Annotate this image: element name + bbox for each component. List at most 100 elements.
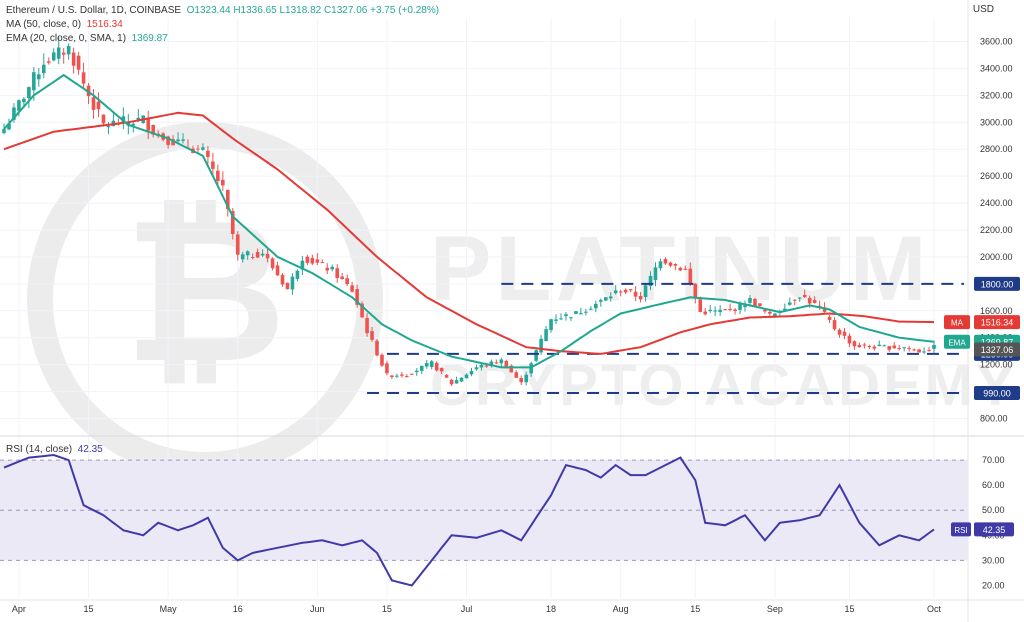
ma-legend-value: 1516.34 [86, 19, 123, 30]
price-tick-label: 3400.00 [980, 63, 1013, 73]
candle-body [395, 375, 399, 377]
candle-body [822, 307, 827, 312]
candle-body [375, 340, 379, 356]
candle-body [658, 261, 663, 269]
time-tick-label: Sep [767, 604, 783, 614]
time-tick-label: 15 [690, 604, 700, 614]
ma-badge-tag: MA [951, 319, 964, 328]
time-tick-label: Aug [613, 604, 629, 614]
rsi-tick-label: 30.00 [982, 555, 1005, 565]
candle-body [678, 267, 683, 271]
candle-body [549, 319, 553, 331]
price-tick-label: 2800.00 [980, 144, 1013, 154]
time-tick-label: Apr [12, 604, 26, 614]
candle-body [763, 309, 767, 312]
rsi-legend-label: RSI (14, close) [6, 444, 73, 455]
candle-body [325, 267, 330, 271]
candle-body [419, 365, 424, 371]
ma-legend[interactable]: MA (50, close, 0) 1516.34 [6, 19, 123, 30]
candle-body [365, 318, 369, 334]
candle-body [668, 262, 673, 266]
time-axis: Apr 15 May 16 Jun 15 Jul 18 Aug 15 Sep 15 Oct [12, 604, 942, 614]
rsi-line [3, 453, 935, 587]
candle-body [146, 119, 151, 131]
candle-body [166, 136, 170, 145]
ma-legend-label: MA (50, close, 0) [6, 19, 82, 30]
candle-body [892, 345, 897, 349]
rsi-tag-bg [951, 522, 971, 537]
candle-body [802, 294, 807, 298]
candle-body [225, 190, 230, 209]
rsi-band [0, 459, 968, 561]
last-price-text: 1327.06 [981, 345, 1014, 355]
candle-body [852, 341, 857, 347]
candle-body [7, 123, 11, 130]
candle-body [76, 55, 81, 70]
candle-body [459, 377, 464, 382]
rsi-tag: RSI [954, 526, 967, 535]
currency-label: USD [972, 4, 994, 15]
candle-body [464, 374, 469, 379]
candle-body [872, 346, 877, 349]
watermark: ₿ PLATINUM CRYPTO ACADEMY [27, 122, 1015, 478]
price-tick-label: 3600.00 [980, 36, 1013, 46]
candle-body [907, 348, 911, 350]
ma-badge-text: 1516.34 [981, 318, 1014, 328]
candle-body [410, 373, 414, 375]
candle-body [862, 344, 867, 346]
ma-50-line [3, 111, 935, 355]
candle-body [688, 268, 693, 284]
candle-body [340, 276, 344, 279]
candle-body [683, 268, 688, 270]
candle-body [350, 285, 354, 292]
candle-body [484, 365, 489, 367]
candle-body [589, 308, 593, 310]
candle-body [126, 121, 131, 126]
candle-body [335, 268, 340, 279]
support-resistance-levels [367, 282, 964, 394]
candle-body [912, 349, 916, 351]
candle-body [221, 179, 225, 186]
candle-body [290, 276, 295, 290]
candle-body [807, 297, 812, 304]
time-tick-label: 18 [546, 604, 556, 614]
candle-body [728, 308, 732, 310]
candle-body [519, 378, 524, 383]
candle-body [106, 126, 111, 128]
candle-body [832, 320, 837, 330]
ma-badge-bg [974, 315, 1020, 330]
candle-body [424, 363, 429, 367]
candle-body [315, 259, 320, 263]
candle-body [206, 150, 210, 157]
candle-body [598, 300, 603, 302]
candle-body [812, 300, 817, 303]
candle-body [663, 259, 668, 264]
candle-body [927, 350, 931, 352]
candle-body [867, 345, 872, 348]
price-tick-label: 2400.00 [980, 198, 1013, 208]
rsi-tick-label: 60.00 [982, 480, 1005, 490]
candle-body [330, 266, 335, 270]
ema-badge-tag: EMA [948, 338, 966, 347]
ema-20-line [3, 73, 935, 369]
candle-body [574, 311, 578, 314]
candle-body [564, 314, 568, 317]
candle-body [504, 360, 509, 369]
candle-body [216, 170, 220, 182]
candle-body [275, 265, 280, 276]
candle-body [633, 291, 638, 297]
candle-body [196, 148, 200, 150]
candle-body [171, 139, 175, 146]
candle-body [434, 362, 439, 371]
watermark-bitcoin-glyph: ₿ [124, 180, 287, 403]
ema-legend[interactable]: EMA (20, close, 0, SMA, 1) 1369.87 [6, 33, 168, 44]
rsi-legend[interactable]: RSI (14, close) 42.35 [6, 444, 103, 455]
candle-body [623, 289, 628, 293]
candle-body [66, 46, 71, 55]
candle-body [693, 283, 698, 299]
candle-body [917, 349, 921, 353]
candle-body [320, 262, 325, 264]
candle-body [46, 61, 51, 63]
price-axis: 800.001000.001200.001400.001600.001800.0… [980, 36, 1013, 590]
